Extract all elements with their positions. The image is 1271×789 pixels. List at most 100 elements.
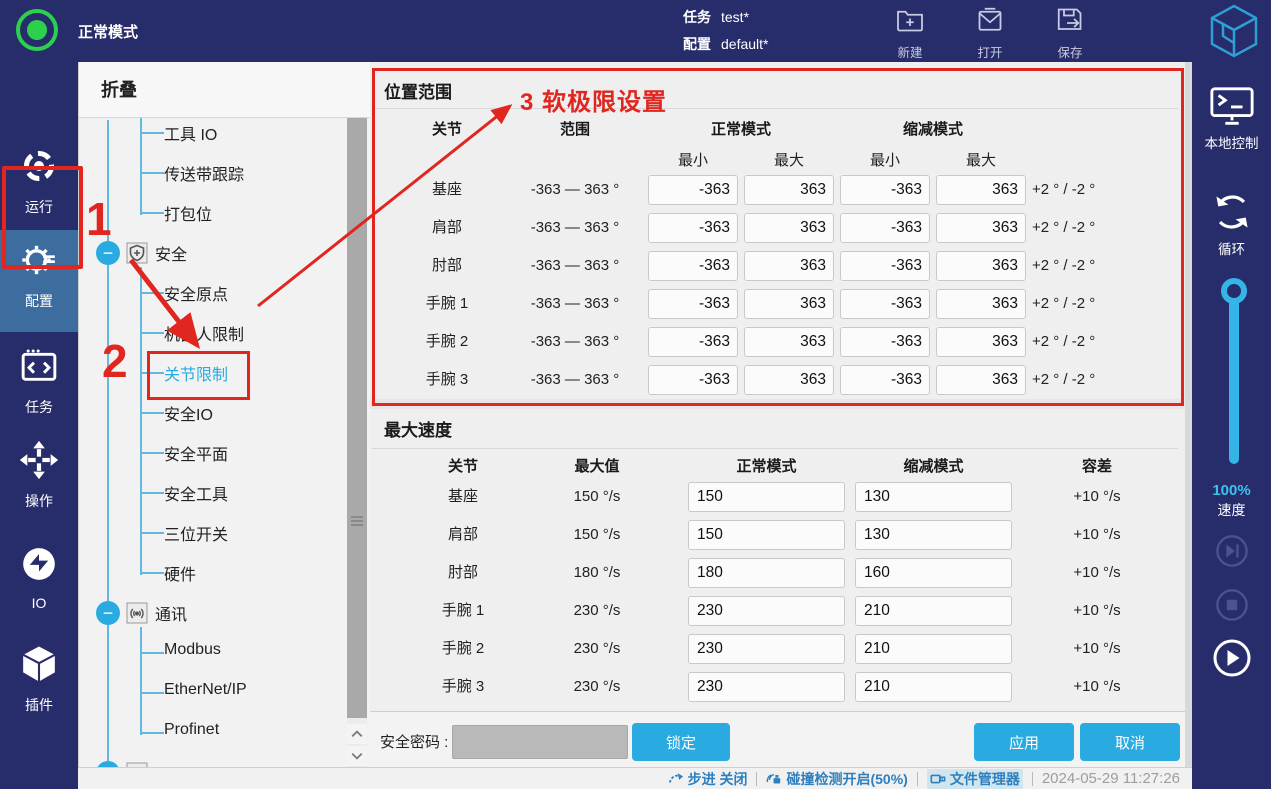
sidebar-item-run[interactable]: 运行 xyxy=(0,146,78,216)
save-button[interactable]: 保存 xyxy=(1036,5,1104,61)
file-manager[interactable]: 文件管理器 xyxy=(926,768,1023,789)
normal-max-input[interactable] xyxy=(744,213,834,243)
divider xyxy=(916,771,918,786)
normal-speed-input[interactable] xyxy=(688,672,845,702)
position-tolerance: +2 ° / -2 ° xyxy=(1032,333,1096,350)
collision-status[interactable]: 碰撞检测开启(50%) xyxy=(766,769,908,789)
loop-icon[interactable] xyxy=(1192,190,1271,234)
sidebar-item-config[interactable]: 配置 xyxy=(0,230,78,332)
sidebar-item-operate[interactable]: 操作 xyxy=(0,440,78,510)
normal-max-input[interactable] xyxy=(744,251,834,281)
normal-max-input[interactable] xyxy=(744,365,834,395)
tree-item-传送带跟踪[interactable]: 传送带跟踪 xyxy=(79,153,341,193)
normal-max-input[interactable] xyxy=(744,289,834,319)
normal-max-input[interactable] xyxy=(744,175,834,205)
step-run-button[interactable] xyxy=(1192,534,1271,568)
normal-speed-input[interactable] xyxy=(688,520,845,550)
config-icon xyxy=(19,240,59,285)
normal-min-input[interactable] xyxy=(648,213,738,243)
reduced-min-input[interactable] xyxy=(840,175,930,205)
tree-connector xyxy=(140,267,142,575)
tree-item-partial[interactable]: − xyxy=(79,753,341,767)
tree-item-Profinet[interactable]: Profinet xyxy=(79,713,341,753)
reduced-min-input[interactable] xyxy=(840,251,930,281)
tree-item-打包位[interactable]: 打包位 xyxy=(79,193,341,233)
reduced-speed-input[interactable] xyxy=(855,520,1012,550)
max-speed-title: 最大速度 xyxy=(384,421,452,440)
play-button[interactable] xyxy=(1192,638,1271,678)
open-button[interactable]: 打开 xyxy=(956,5,1024,61)
lock-button[interactable]: 锁定 xyxy=(632,723,730,761)
apply-button[interactable]: 应用 xyxy=(974,723,1074,761)
reduced-max-input[interactable] xyxy=(936,213,1026,243)
position-tolerance: +2 ° / -2 ° xyxy=(1032,295,1096,312)
tree-connector xyxy=(140,292,164,294)
reduced-speed-input[interactable] xyxy=(855,634,1012,664)
step-status[interactable]: 步进 关闭 xyxy=(668,769,747,789)
normal-min-input[interactable] xyxy=(648,327,738,357)
reduced-max-input[interactable] xyxy=(936,175,1026,205)
safety-password-input[interactable] xyxy=(452,725,628,759)
new-button[interactable]: 新建 xyxy=(876,5,944,61)
code-window-icon xyxy=(21,349,57,381)
tree-item-硬件[interactable]: 硬件 xyxy=(79,553,341,593)
normal-min-input[interactable] xyxy=(648,289,738,319)
reduced-min-input[interactable] xyxy=(840,365,930,395)
file-info: 任务 test* 配置 default* xyxy=(683,4,768,58)
new-button-label: 新建 xyxy=(897,46,923,60)
collapse-minus-icon[interactable]: − xyxy=(96,761,120,767)
reduced-max-input[interactable] xyxy=(936,251,1026,281)
normal-min-input[interactable] xyxy=(648,175,738,205)
speed-slider-track[interactable] xyxy=(1229,292,1239,464)
tree-item-安全平面[interactable]: 安全平面 xyxy=(79,433,341,473)
reduced-speed-input[interactable] xyxy=(855,672,1012,702)
tree-connector xyxy=(107,120,109,767)
collapse-minus-icon[interactable]: − xyxy=(96,601,120,625)
reduced-min-input[interactable] xyxy=(840,289,930,319)
reduced-min-input[interactable] xyxy=(840,213,930,243)
reduced-speed-input[interactable] xyxy=(855,482,1012,512)
tree-item-工具 IO[interactable]: 工具 IO xyxy=(79,113,341,153)
tree-item-EtherNet/IP[interactable]: EtherNet/IP xyxy=(79,673,341,713)
normal-speed-input[interactable] xyxy=(688,482,845,512)
collapse-minus-icon[interactable]: − xyxy=(96,241,120,265)
normal-speed-input[interactable] xyxy=(688,634,845,664)
speed-tolerance: +10 °/s xyxy=(1073,488,1121,505)
normal-min-input[interactable] xyxy=(648,251,738,281)
sidebar-item-plugin[interactable]: 插件 xyxy=(0,644,78,714)
normal-speed-input[interactable] xyxy=(688,558,845,588)
reduced-max-input[interactable] xyxy=(936,365,1026,395)
col-range: 范围 xyxy=(559,121,590,138)
tree-item-Modbus[interactable]: Modbus xyxy=(79,633,341,673)
col-joint: 关节 xyxy=(431,121,462,138)
position-tolerance: +2 ° / -2 ° xyxy=(1032,371,1096,388)
reduced-max-input[interactable] xyxy=(936,289,1026,319)
normal-speed-input[interactable] xyxy=(688,596,845,626)
tree-item-安全[interactable]: − 安全 xyxy=(79,233,341,273)
tree-item-机器人限制[interactable]: 机器人限制 xyxy=(79,313,341,353)
tree-scroll-down-button[interactable] xyxy=(347,746,367,766)
stop-button[interactable] xyxy=(1192,588,1271,622)
tree-item-通讯[interactable]: − 通讯 xyxy=(79,593,341,633)
tree-item-关节限制[interactable]: 关节限制 xyxy=(79,353,341,393)
sidebar-item-io[interactable]: IO xyxy=(0,544,78,614)
normal-max-input[interactable] xyxy=(744,327,834,357)
tree-scroll-up-button[interactable] xyxy=(347,724,367,744)
tree-item-安全原点[interactable]: 安全原点 xyxy=(79,273,341,313)
reduced-speed-input[interactable] xyxy=(855,558,1012,588)
speed-slider-knob[interactable] xyxy=(1221,278,1247,304)
joint-name: 基座 xyxy=(447,488,478,505)
local-control-icon[interactable] xyxy=(1192,84,1271,128)
tree-scrollbar-thumb[interactable] xyxy=(347,118,367,718)
tree-item-安全工具[interactable]: 安全工具 xyxy=(79,473,341,513)
reduced-min-input[interactable] xyxy=(840,327,930,357)
tree-collapse-header[interactable]: 折叠 xyxy=(79,62,370,118)
normal-min-input[interactable] xyxy=(648,365,738,395)
tree-item-三位开关[interactable]: 三位开关 xyxy=(79,513,341,553)
tree-item-安全IO[interactable]: 安全IO xyxy=(79,393,341,433)
cancel-button[interactable]: 取消 xyxy=(1080,723,1180,761)
reduced-speed-input[interactable] xyxy=(855,596,1012,626)
reduced-max-input[interactable] xyxy=(936,327,1026,357)
sidebar-item-task[interactable]: 任务 xyxy=(0,346,78,416)
